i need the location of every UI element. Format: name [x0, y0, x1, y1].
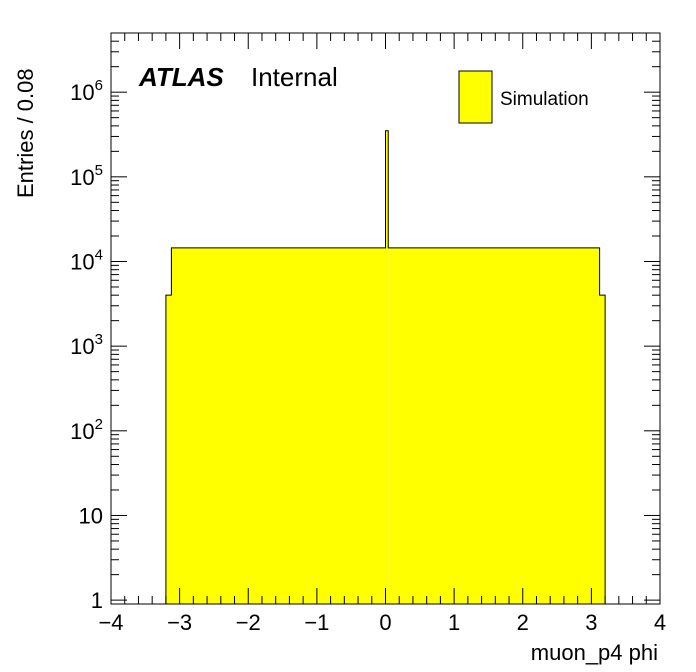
x-tick-label: 1	[448, 610, 460, 635]
y-tick-base: 1	[91, 588, 103, 613]
y-tick-base: 10	[70, 165, 94, 190]
plot-frame	[110, 32, 661, 605]
y-axis-title: Entries / 0.08	[13, 68, 38, 198]
x-tick-label: −3	[167, 610, 192, 635]
y-tick-base: 10	[70, 334, 94, 359]
x-tick-label: 0	[379, 610, 391, 635]
y-tick-label: 106	[70, 77, 103, 105]
y-tick-base: 10	[79, 503, 103, 528]
y-tick-label: 10	[79, 503, 103, 528]
y-tick-label: 105	[70, 162, 103, 190]
x-tick-label: −1	[304, 610, 329, 635]
y-tick-exponent: 5	[95, 162, 103, 179]
y-tick-base: 10	[70, 419, 94, 444]
legend-label-simulation: Simulation	[500, 89, 589, 110]
y-tick-label: 102	[70, 416, 103, 444]
y-tick-base: 10	[70, 80, 94, 105]
x-tick-label: 4	[654, 610, 666, 635]
x-axis-title: muon_p4 phi	[531, 640, 658, 665]
y-tick-exponent: 6	[95, 77, 103, 94]
histogram-bar	[385, 130, 389, 604]
internal-label: Internal	[251, 62, 338, 92]
y-tick-exponent: 2	[95, 416, 103, 433]
histogram-bar	[599, 295, 606, 604]
histogram-bar	[388, 247, 600, 604]
y-tick-label: 103	[70, 331, 103, 359]
x-tick-label: 2	[517, 610, 529, 635]
histogram-layer	[165, 130, 606, 604]
legend-swatch-simulation	[458, 70, 493, 124]
y-tick-label: 104	[70, 246, 103, 274]
atlas-label: ATLAS	[138, 62, 224, 92]
histogram-outline	[165, 130, 606, 604]
x-tick-label: −4	[98, 610, 123, 635]
histogram-bar	[171, 247, 386, 604]
y-tick-base: 10	[70, 249, 94, 274]
x-tick-label: 3	[585, 610, 597, 635]
x-tick-label: −2	[236, 610, 261, 635]
histogram-bar	[165, 295, 172, 604]
y-tick-exponent: 3	[95, 331, 103, 348]
y-tick-label: 1	[91, 588, 103, 613]
y-tick-exponent: 4	[95, 246, 103, 263]
